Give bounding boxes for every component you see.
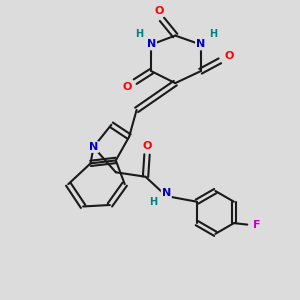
Text: N: N — [162, 188, 171, 197]
Text: F: F — [254, 220, 261, 230]
Text: H: H — [149, 197, 157, 207]
Text: O: O — [142, 140, 152, 151]
Text: H: H — [209, 29, 217, 39]
Text: O: O — [225, 51, 234, 61]
Text: H: H — [135, 29, 143, 39]
Text: N: N — [196, 40, 205, 50]
Text: O: O — [122, 82, 132, 92]
Text: N: N — [147, 40, 156, 50]
Text: O: O — [154, 6, 164, 16]
Text: N: N — [89, 142, 98, 152]
